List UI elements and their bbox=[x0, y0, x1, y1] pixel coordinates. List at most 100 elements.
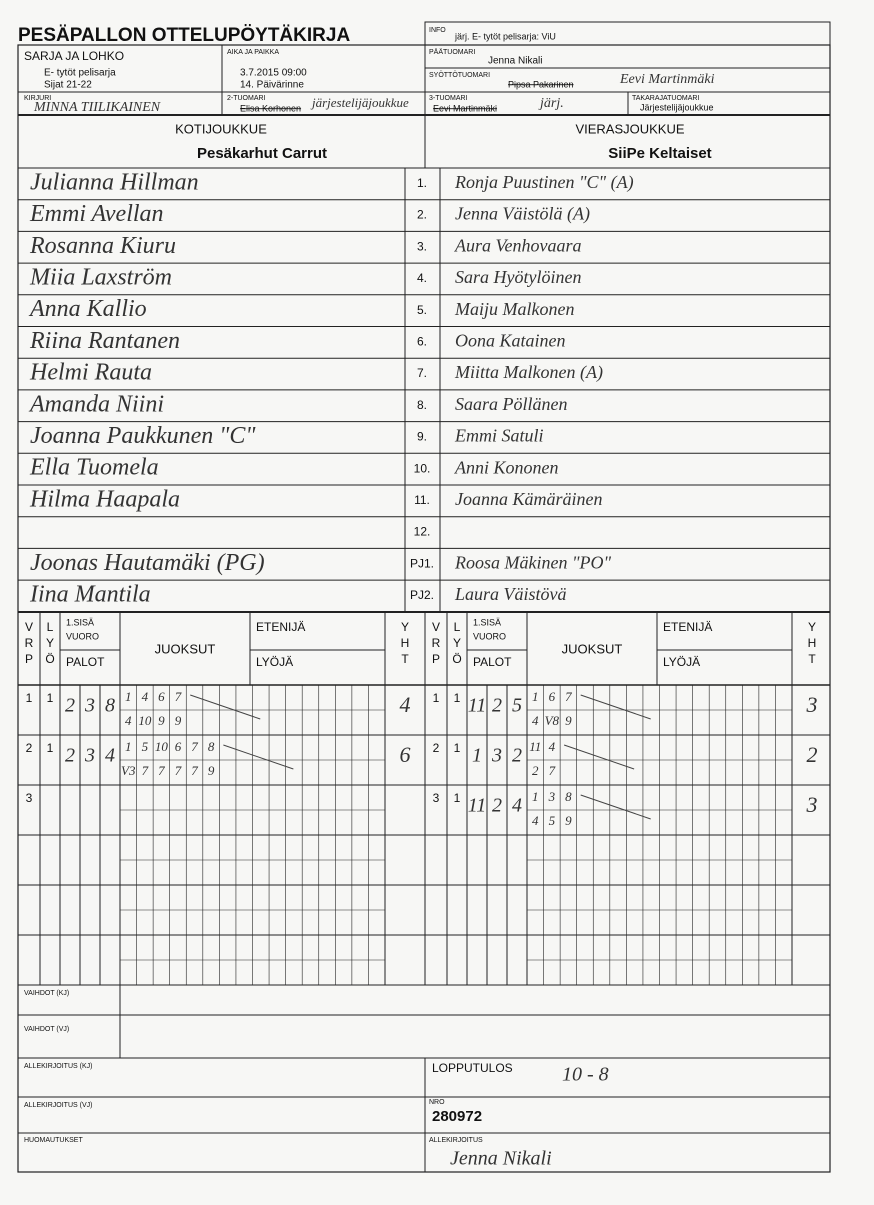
text: 3 bbox=[806, 792, 818, 817]
text: 6 bbox=[549, 689, 556, 704]
label: KIRJURI bbox=[24, 95, 51, 102]
text: Hilma Haapala bbox=[29, 486, 180, 512]
text: Riina Rantanen bbox=[29, 328, 180, 354]
text: 1 bbox=[26, 691, 33, 705]
text: 3 bbox=[84, 695, 95, 717]
text: JUOKSUT bbox=[562, 641, 623, 656]
text: Ella Tuomela bbox=[29, 455, 159, 481]
text: Oona Katainen bbox=[455, 330, 566, 350]
text: 6 bbox=[400, 742, 411, 767]
pen-stroke bbox=[580, 794, 651, 820]
text: 7 bbox=[565, 689, 572, 704]
value: 14. Päivärinne bbox=[240, 80, 304, 91]
text: 8 bbox=[105, 695, 115, 717]
text: 7 bbox=[142, 763, 149, 778]
text: Y bbox=[453, 636, 461, 650]
text: Sara Hyötylöinen bbox=[455, 267, 581, 287]
text: Ronja Puustinen "C" (A) bbox=[454, 172, 634, 193]
text: 6 bbox=[175, 739, 182, 754]
text: 1 bbox=[532, 689, 539, 704]
text: Anna Kallio bbox=[28, 296, 147, 322]
text: Emmi Avellan bbox=[29, 201, 164, 227]
text: T bbox=[808, 652, 816, 666]
text: 8 bbox=[208, 739, 215, 754]
value: Sijat 21-22 bbox=[44, 80, 92, 91]
text: 4 bbox=[142, 689, 149, 704]
value: Pipsa Pakarinen bbox=[508, 79, 574, 89]
text: 1 bbox=[125, 689, 132, 704]
text: 1.SISÄ bbox=[473, 617, 501, 627]
text: V8 bbox=[545, 713, 560, 728]
text: PALOT bbox=[66, 655, 105, 669]
pen-stroke bbox=[563, 744, 635, 770]
text: 9 bbox=[175, 713, 182, 728]
text: 3. bbox=[417, 239, 427, 253]
text: 4 bbox=[400, 692, 411, 717]
text: Jenna Väistölä (A) bbox=[455, 204, 590, 225]
text: PJ1. bbox=[410, 556, 434, 570]
text: 12. bbox=[414, 525, 431, 539]
handwriting: Eevi Martinmäki bbox=[619, 72, 715, 87]
text: 7 bbox=[191, 739, 198, 754]
label: 3-TUOMARI bbox=[429, 95, 468, 102]
value: Jenna Nikali bbox=[488, 56, 542, 67]
text: 2 bbox=[492, 795, 502, 817]
text: Amanda Niini bbox=[28, 391, 164, 417]
text: Y bbox=[808, 620, 816, 634]
text: 10. bbox=[414, 461, 431, 475]
title: PESÄPALLON OTTELUPÖYTÄKIRJA bbox=[18, 25, 350, 46]
text: 2 bbox=[532, 763, 539, 778]
text: Maiju Malkonen bbox=[454, 299, 574, 319]
text: Joanna Kämäräinen bbox=[455, 489, 603, 509]
text: 7 bbox=[175, 763, 182, 778]
text: 3 bbox=[433, 791, 440, 805]
text: JUOKSUT bbox=[155, 641, 216, 656]
text: LYÖJÄ bbox=[256, 655, 293, 669]
text: 4 bbox=[125, 713, 132, 728]
label: LOPPUTULOS bbox=[432, 1061, 513, 1075]
text: R bbox=[25, 636, 34, 650]
handwriting: 10 - 8 bbox=[562, 1064, 609, 1086]
value: E- tytöt pelisarja bbox=[44, 68, 116, 79]
text: 6 bbox=[158, 689, 165, 704]
text: V bbox=[25, 620, 33, 634]
text: PALOT bbox=[473, 655, 512, 669]
team-name: SiiPe Keltaiset bbox=[608, 145, 711, 162]
text: T bbox=[401, 652, 409, 666]
label: HUOMAUTUKSET bbox=[24, 1137, 83, 1144]
text: P bbox=[432, 652, 440, 666]
text: 2 bbox=[492, 695, 502, 717]
text: Laura Väistövä bbox=[454, 584, 567, 604]
text: 5. bbox=[417, 303, 427, 317]
text: 3 bbox=[806, 692, 818, 717]
frame bbox=[17, 44, 831, 1173]
text: Julianna Hillman bbox=[30, 169, 199, 195]
text: 1 bbox=[47, 741, 54, 755]
text: 7 bbox=[191, 763, 198, 778]
text: Joanna Paukkunen "C" bbox=[30, 423, 256, 449]
text: Helmi Rauta bbox=[29, 360, 152, 386]
label: KOTIJOUKKUE bbox=[175, 121, 267, 136]
handwriting: järj. bbox=[538, 96, 564, 111]
text: 2 bbox=[65, 745, 75, 767]
label: VAIHDOT (VJ) bbox=[24, 1026, 69, 1033]
text: Y bbox=[46, 636, 54, 650]
value: Eevi Martinmäki bbox=[433, 103, 497, 113]
text: R bbox=[432, 636, 441, 650]
label: VAIHDOT (KJ) bbox=[24, 990, 69, 997]
text: Iina Mantila bbox=[29, 581, 151, 607]
label: ALLEKIRJOITUS bbox=[429, 1137, 483, 1144]
text: VUORO bbox=[66, 631, 99, 641]
text: Miia Laxström bbox=[29, 264, 172, 290]
handwriting: järjestelijäjoukkue bbox=[310, 95, 409, 110]
text: 4. bbox=[417, 271, 427, 285]
text: 1 bbox=[454, 791, 461, 805]
text: Ö bbox=[45, 652, 54, 666]
text: 9 bbox=[208, 763, 215, 778]
text: 7 bbox=[549, 763, 556, 778]
label: 2-TUOMARI bbox=[227, 95, 266, 102]
text: 9 bbox=[158, 713, 165, 728]
text: 5 bbox=[549, 813, 556, 828]
